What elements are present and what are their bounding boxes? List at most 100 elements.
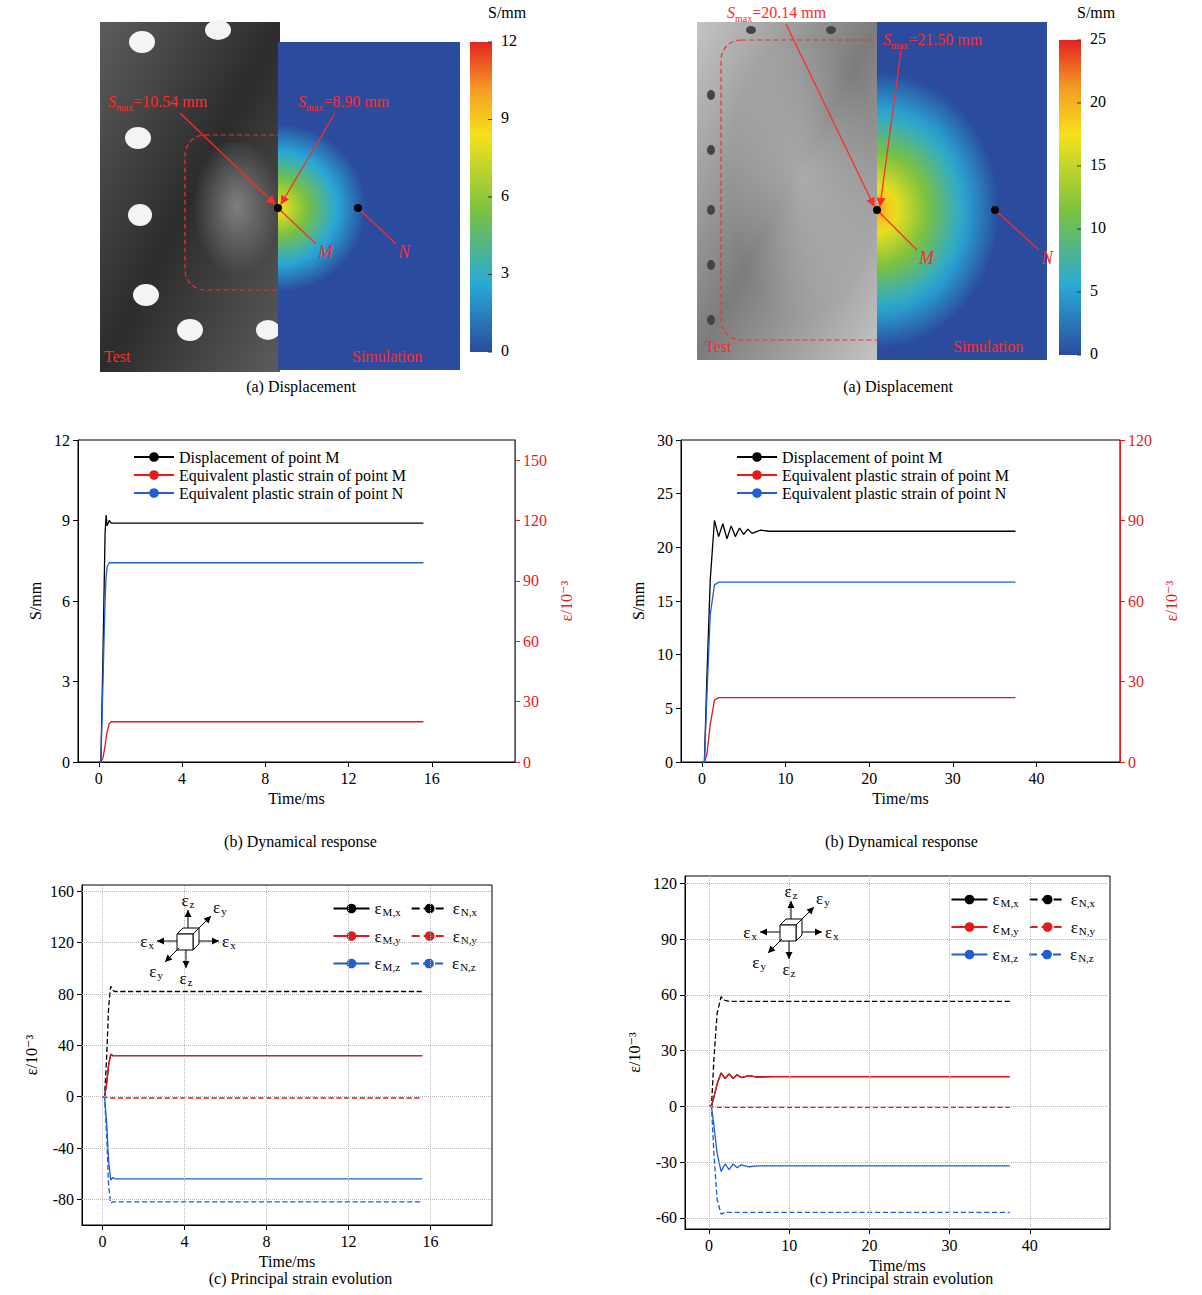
svg-text:20: 20 xyxy=(1090,93,1106,110)
svg-text:ε/10⁻³: ε/10⁻³ xyxy=(23,1035,40,1076)
svg-text:5: 5 xyxy=(665,700,673,717)
svg-text:x: x xyxy=(230,939,236,951)
svg-text:0: 0 xyxy=(501,342,509,359)
svg-text:(c) Principal strain evolution: (c) Principal strain evolution xyxy=(209,1270,393,1288)
svg-text:40: 40 xyxy=(1022,1237,1038,1254)
svg-text:Simulation: Simulation xyxy=(953,338,1023,355)
svg-text:M: M xyxy=(317,242,334,262)
svg-text:M,z: M,z xyxy=(1001,952,1019,964)
svg-text:ε/10⁻³: ε/10⁻³ xyxy=(626,1032,643,1073)
svg-text:ε: ε xyxy=(140,932,147,951)
svg-text:60: 60 xyxy=(1128,593,1144,610)
svg-text:ε: ε xyxy=(1071,918,1078,937)
svg-text:z: z xyxy=(190,898,195,910)
svg-text:0: 0 xyxy=(705,1237,713,1254)
svg-text:30: 30 xyxy=(942,1237,958,1254)
svg-text:Test: Test xyxy=(104,348,131,365)
svg-text:20: 20 xyxy=(861,770,877,787)
svg-text:y: y xyxy=(761,960,767,972)
svg-text:ε: ε xyxy=(374,899,381,918)
svg-text:40: 40 xyxy=(1028,770,1044,787)
svg-text:30: 30 xyxy=(661,1042,677,1059)
svg-text:-60: -60 xyxy=(656,1209,677,1226)
svg-text:30: 30 xyxy=(1128,673,1144,690)
svg-text:0: 0 xyxy=(665,754,673,771)
svg-text:5: 5 xyxy=(1090,282,1098,299)
svg-text:ε: ε xyxy=(1070,945,1077,964)
svg-text:N: N xyxy=(1040,248,1054,268)
svg-text:12: 12 xyxy=(501,32,517,49)
svg-text:Time/ms: Time/ms xyxy=(268,790,324,807)
svg-text:16: 16 xyxy=(423,1233,439,1250)
svg-text:120: 120 xyxy=(50,934,74,951)
svg-text:12: 12 xyxy=(341,770,357,787)
svg-text:M,z: M,z xyxy=(383,961,401,973)
svg-text:ε: ε xyxy=(213,898,220,917)
svg-text:ε: ε xyxy=(452,954,459,973)
svg-text:90: 90 xyxy=(661,931,677,948)
svg-text:z: z xyxy=(791,967,796,979)
svg-text:ε: ε xyxy=(179,969,186,988)
svg-text:ε: ε xyxy=(374,954,381,973)
svg-text:ε: ε xyxy=(453,899,460,918)
svg-text:9: 9 xyxy=(501,109,509,126)
svg-text:Simulation: Simulation xyxy=(352,348,422,365)
svg-text:ε: ε xyxy=(992,918,999,937)
svg-text:20: 20 xyxy=(861,1237,877,1254)
svg-text:ε: ε xyxy=(149,962,156,981)
svg-text:N,y: N,y xyxy=(461,934,478,946)
svg-text:0: 0 xyxy=(1128,754,1136,771)
svg-text:M,x: M,x xyxy=(383,906,402,918)
svg-text:(a) Displacement: (a) Displacement xyxy=(843,378,953,396)
svg-text:ε: ε xyxy=(782,960,789,979)
svg-text:ε/10⁻³: ε/10⁻³ xyxy=(1163,581,1180,622)
svg-text:10: 10 xyxy=(657,646,673,663)
svg-text:Time/ms: Time/ms xyxy=(259,1253,315,1270)
svg-text:12: 12 xyxy=(341,1233,357,1250)
svg-text:4: 4 xyxy=(181,1233,189,1250)
svg-text:40: 40 xyxy=(58,1037,74,1054)
svg-text:Smax=8.90 mm: Smax=8.90 mm xyxy=(298,93,390,113)
svg-text:(b) Dynamical response: (b) Dynamical response xyxy=(825,833,978,851)
svg-text:S/mm: S/mm xyxy=(27,581,44,620)
svg-text:120: 120 xyxy=(653,875,677,892)
svg-text:Displacement of point M: Displacement of point M xyxy=(179,449,339,467)
svg-text:6: 6 xyxy=(62,593,70,610)
svg-text:(b) Dynamical response: (b) Dynamical response xyxy=(224,833,377,851)
svg-text:-40: -40 xyxy=(53,1140,74,1157)
svg-text:y: y xyxy=(158,969,164,981)
svg-text:8: 8 xyxy=(263,1233,271,1250)
svg-text:M: M xyxy=(918,248,935,268)
svg-text:0: 0 xyxy=(698,770,706,787)
svg-text:ε: ε xyxy=(222,932,229,951)
svg-text:M,y: M,y xyxy=(1001,925,1020,937)
svg-text:N,y: N,y xyxy=(1079,925,1096,937)
svg-text:Smax=21.50 mm: Smax=21.50 mm xyxy=(883,31,983,51)
svg-text:60: 60 xyxy=(523,633,539,650)
svg-text:ε: ε xyxy=(784,882,791,901)
svg-text:(a) Displacement: (a) Displacement xyxy=(246,378,356,396)
svg-text:Equivalent plastic strain of p: Equivalent plastic strain of point N xyxy=(179,485,404,503)
svg-text:Equivalent plastic strain of p: Equivalent plastic strain of point M xyxy=(179,467,406,485)
svg-text:ε: ε xyxy=(181,891,188,910)
svg-text:12: 12 xyxy=(54,432,70,449)
svg-text:90: 90 xyxy=(523,572,539,589)
svg-text:ε: ε xyxy=(816,889,823,908)
svg-text:0: 0 xyxy=(66,1088,74,1105)
svg-text:160: 160 xyxy=(50,883,74,900)
svg-text:N,x: N,x xyxy=(1079,897,1096,909)
svg-text:120: 120 xyxy=(523,512,547,529)
svg-text:15: 15 xyxy=(657,593,673,610)
svg-text:N,z: N,z xyxy=(460,961,476,973)
svg-text:3: 3 xyxy=(62,673,70,690)
svg-text:S/mm: S/mm xyxy=(488,4,527,21)
svg-text:6: 6 xyxy=(501,187,509,204)
svg-text:N,x: N,x xyxy=(461,906,478,918)
svg-text:0: 0 xyxy=(1090,345,1098,362)
svg-text:8: 8 xyxy=(261,770,269,787)
svg-text:ε: ε xyxy=(752,953,759,972)
svg-text:80: 80 xyxy=(58,986,74,1003)
svg-text:10: 10 xyxy=(778,770,794,787)
svg-text:25: 25 xyxy=(1090,30,1106,47)
svg-text:ε: ε xyxy=(825,923,832,942)
